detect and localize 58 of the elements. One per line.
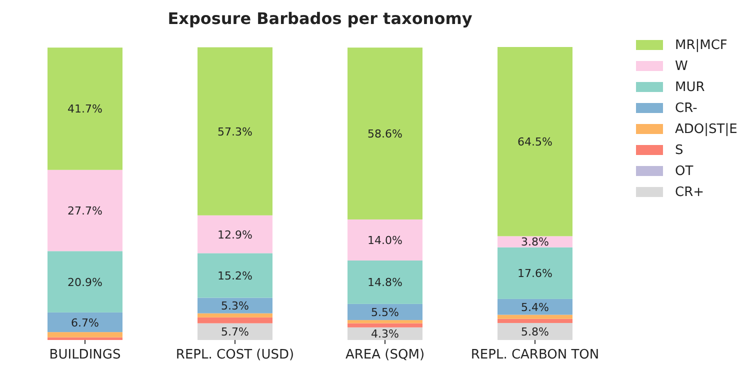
bar — [198, 323, 272, 340]
bar — [48, 251, 122, 312]
chart-title: Exposure Barbados per taxonomy — [168, 9, 473, 28]
data-label: 20.9% — [68, 276, 102, 289]
legend-label: W — [675, 59, 688, 74]
x-tick-label: REPL. COST (USD) — [176, 348, 294, 363]
data-label: 17.6% — [518, 267, 552, 280]
data-label: 5.5% — [371, 306, 399, 319]
bar — [198, 47, 272, 216]
bar — [198, 317, 272, 324]
bar — [48, 48, 122, 170]
data-label: 5.8% — [521, 325, 549, 338]
bar — [198, 298, 272, 314]
data-label: 5.7% — [221, 326, 249, 339]
data-label: 27.7% — [68, 204, 102, 218]
bar — [48, 312, 122, 332]
data-label: 14.8% — [368, 276, 402, 290]
bar — [348, 320, 422, 324]
bar — [498, 314, 572, 319]
legend-label: CR+ — [675, 185, 704, 200]
legend-label: OT — [675, 164, 694, 179]
bar — [348, 323, 422, 328]
bar — [48, 337, 122, 340]
bar — [348, 219, 422, 261]
data-label: 6.7% — [71, 316, 99, 330]
data-label: 58.6% — [368, 128, 402, 141]
data-label: 5.4% — [521, 300, 549, 314]
legend-label: ADO|ST|E — [675, 122, 738, 137]
bar — [348, 48, 422, 220]
bar — [198, 215, 272, 254]
data-label: 64.5% — [518, 136, 552, 149]
data-label: 14.0% — [368, 234, 402, 247]
x-tick-label: REPL. CARBON TON — [470, 348, 600, 363]
bar — [498, 298, 572, 315]
data-label: 15.2% — [218, 269, 252, 282]
data-label: 41.7% — [68, 102, 102, 116]
bar — [48, 170, 122, 252]
bar — [48, 332, 122, 338]
bar — [498, 236, 572, 248]
x-tick-label: BUILDINGS — [49, 348, 121, 363]
data-label: 3.8% — [521, 236, 549, 249]
bar — [498, 47, 572, 236]
bar — [498, 322, 572, 340]
data-label: 4.3% — [371, 328, 399, 341]
bar — [348, 260, 422, 304]
bar — [348, 304, 422, 320]
legend-label: CR- — [675, 101, 698, 116]
data-label: 57.3% — [218, 125, 252, 138]
data-label: 5.3% — [221, 300, 249, 313]
bar — [498, 247, 572, 299]
bar — [198, 253, 272, 298]
legend-label: MR|MCF — [675, 38, 728, 53]
x-tick-label: AREA (SQM) — [345, 348, 425, 363]
data-label: 12.9% — [218, 228, 252, 242]
legend-label: MUR — [675, 80, 705, 95]
bar — [498, 318, 572, 323]
bar — [198, 313, 272, 318]
legend-label: S — [675, 143, 684, 158]
